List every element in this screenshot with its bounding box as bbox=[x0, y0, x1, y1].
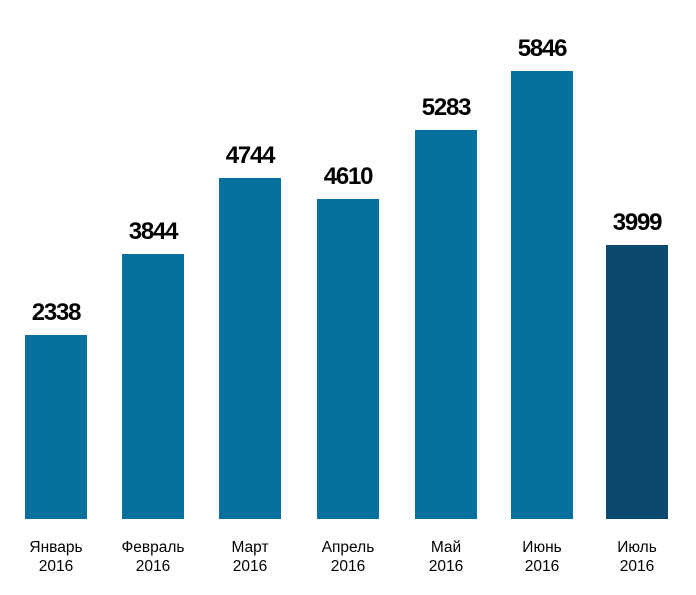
category-year-label: 2016 bbox=[232, 558, 268, 575]
category-year-label: 2016 bbox=[330, 558, 366, 575]
bar-category-label: Май 2016 bbox=[397, 538, 495, 576]
category-month-label: Февраль bbox=[121, 539, 185, 556]
category-month-label: Июнь bbox=[522, 539, 562, 556]
bar-group: 5283 Май 2016 bbox=[401, 0, 491, 595]
bar-value-label: 4744 bbox=[225, 142, 276, 169]
bar-value-label: 3844 bbox=[128, 218, 179, 245]
bar-category-label: Апрель 2016 bbox=[299, 538, 397, 576]
bar-category-label: Март 2016 bbox=[201, 538, 299, 576]
bar bbox=[25, 335, 87, 519]
bar bbox=[122, 254, 184, 519]
category-year-label: 2016 bbox=[38, 558, 74, 575]
bar-group: 5846 Июнь 2016 bbox=[497, 0, 587, 595]
bar-group: 2338 Январь 2016 bbox=[11, 0, 101, 595]
bar-value-label: 5283 bbox=[421, 94, 472, 121]
bar bbox=[415, 130, 477, 519]
bar-group: 4744 Март 2016 bbox=[205, 0, 295, 595]
category-year-label: 2016 bbox=[619, 558, 655, 575]
category-month-label: Апрель bbox=[321, 539, 375, 556]
bar-category-label: Февраль 2016 bbox=[104, 538, 202, 576]
category-year-label: 2016 bbox=[428, 558, 464, 575]
bar bbox=[317, 199, 379, 519]
category-month-label: Май bbox=[430, 539, 462, 556]
bar-category-label: Июль 2016 bbox=[588, 538, 686, 576]
bar-value-label: 2338 bbox=[31, 299, 82, 326]
bar bbox=[606, 245, 668, 519]
bar-group: 4610 Апрель 2016 bbox=[303, 0, 393, 595]
bar-category-label: Январь 2016 bbox=[7, 538, 105, 576]
category-year-label: 2016 bbox=[524, 558, 560, 575]
bar-value-label: 3999 bbox=[612, 209, 663, 236]
bar-value-label: 4610 bbox=[323, 163, 374, 190]
category-month-label: Январь bbox=[29, 539, 83, 556]
bar-group: 3844 Февраль 2016 bbox=[108, 0, 198, 595]
bar-group: 3999 Июль 2016 bbox=[592, 0, 682, 595]
category-month-label: Март bbox=[231, 539, 269, 556]
bar-category-label: Июнь 2016 bbox=[493, 538, 591, 576]
bar-value-label: 5846 bbox=[517, 35, 568, 62]
bar bbox=[219, 178, 281, 519]
bar bbox=[511, 71, 573, 519]
category-month-label: Июль bbox=[617, 539, 657, 556]
category-year-label: 2016 bbox=[135, 558, 171, 575]
